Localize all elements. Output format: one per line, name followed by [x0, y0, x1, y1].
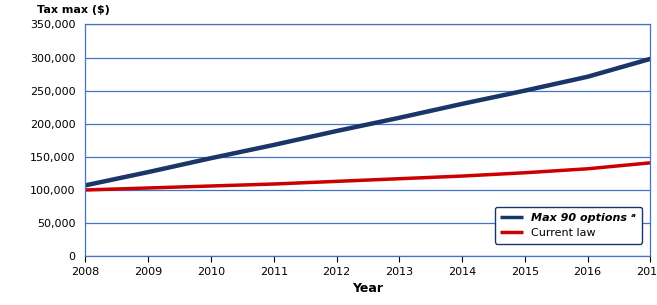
Max 90 options ᵃ [521, 89, 529, 92]
Current law [81, 188, 89, 192]
Current law [332, 180, 340, 183]
Current law [646, 161, 654, 165]
Current law [458, 174, 466, 178]
Text: Tax max ($): Tax max ($) [37, 5, 110, 15]
Max 90 options ᵃ [396, 116, 403, 120]
Max 90 options ᵃ [646, 57, 654, 61]
Max 90 options ᵃ [145, 170, 152, 174]
Current law [145, 186, 152, 190]
Max 90 options ᵃ [81, 184, 89, 187]
Current law [583, 167, 591, 170]
Current law [207, 184, 215, 188]
Current law [270, 182, 278, 186]
Current law [396, 177, 403, 181]
Line: Max 90 options ᵃ: Max 90 options ᵃ [85, 59, 650, 185]
Legend: Max 90 options ᵃ, Current law: Max 90 options ᵃ, Current law [495, 207, 642, 244]
Max 90 options ᵃ [270, 143, 278, 147]
Line: Current law: Current law [85, 163, 650, 190]
X-axis label: Year: Year [352, 282, 384, 295]
Current law [521, 171, 529, 174]
Max 90 options ᵃ [332, 129, 340, 133]
Max 90 options ᵃ [583, 75, 591, 79]
Max 90 options ᵃ [458, 102, 466, 106]
Max 90 options ᵃ [207, 156, 215, 160]
